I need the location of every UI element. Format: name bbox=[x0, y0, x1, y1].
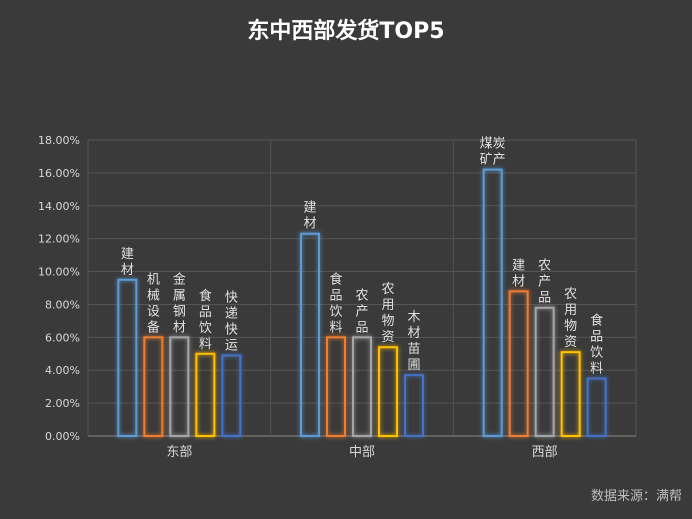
bar-label: 品 bbox=[538, 291, 551, 306]
bar-label: 材 bbox=[407, 326, 420, 341]
bar-label: 农 bbox=[538, 259, 551, 274]
bar bbox=[169, 336, 190, 438]
bar-label: 建 bbox=[121, 247, 134, 262]
bar bbox=[586, 377, 607, 438]
bar-label: 料 bbox=[199, 337, 212, 352]
bar bbox=[534, 306, 555, 437]
bars bbox=[117, 168, 607, 438]
y-tick-label: 2.00% bbox=[45, 397, 80, 410]
bar-label: 饮 bbox=[590, 345, 603, 360]
y-tick-label: 18.00% bbox=[38, 134, 80, 147]
bar-label: 农 bbox=[564, 287, 577, 302]
bar-label: 金 bbox=[173, 271, 186, 287]
bar bbox=[195, 352, 216, 437]
bar-label: 农 bbox=[355, 288, 368, 303]
bar-label: 苗 bbox=[407, 342, 420, 357]
bar-label: 材 bbox=[173, 320, 186, 335]
bar-label: 机 bbox=[147, 272, 160, 287]
bar-label: 食 bbox=[199, 288, 212, 304]
bar-label: 建 bbox=[512, 258, 525, 273]
bar-label: 产 bbox=[538, 275, 551, 290]
bar bbox=[378, 346, 398, 438]
y-tick-label: 6.00% bbox=[45, 331, 80, 344]
bar-label: 煤炭 bbox=[480, 137, 506, 152]
bar-label: 品 bbox=[329, 288, 342, 303]
bar-label: 料 bbox=[590, 361, 603, 376]
chart-title: 东中西部发货TOP5 bbox=[247, 18, 444, 44]
y-tick-label: 0.00% bbox=[45, 430, 80, 443]
bar-label: 资 bbox=[381, 330, 394, 345]
bar-label: 材 bbox=[303, 217, 316, 232]
bar-label: 快 bbox=[225, 322, 238, 337]
source-note: 数据来源：满帮 bbox=[591, 489, 682, 504]
bar-label: 械 bbox=[147, 288, 160, 303]
group-label: 中部 bbox=[349, 445, 375, 460]
group-label: 西部 bbox=[532, 445, 558, 460]
y-tick-label: 4.00% bbox=[45, 364, 80, 377]
bar-label: 备 bbox=[147, 319, 160, 335]
bar-label: 建 bbox=[303, 201, 316, 216]
bar-label: 递 bbox=[225, 306, 238, 321]
bar-label: 品 bbox=[355, 320, 368, 335]
bar-label: 圃 bbox=[407, 358, 420, 373]
y-tick-label: 12.00% bbox=[38, 233, 80, 246]
bar-label: 快 bbox=[225, 290, 238, 305]
bar-label: 食 bbox=[329, 271, 342, 287]
y-tick-label: 16.00% bbox=[38, 167, 80, 180]
bar-label: 资 bbox=[564, 335, 577, 350]
bar-label: 材 bbox=[512, 274, 525, 289]
bar-label: 用 bbox=[564, 303, 577, 318]
bar bbox=[117, 278, 138, 437]
bar bbox=[404, 374, 424, 437]
x-axis-group-labels: 东部 中部 西部 bbox=[166, 445, 557, 460]
y-tick-label: 14.00% bbox=[38, 200, 80, 213]
y-tick-label: 10.00% bbox=[38, 266, 80, 279]
bar-label: 运 bbox=[225, 338, 238, 353]
bar bbox=[482, 168, 503, 437]
bar-label: 物 bbox=[564, 319, 577, 334]
bar-label: 品 bbox=[199, 305, 212, 320]
bar bbox=[560, 351, 581, 437]
bar-label: 材 bbox=[121, 263, 134, 278]
bar-label: 农 bbox=[381, 282, 394, 297]
bar-label: 饮 bbox=[329, 304, 342, 319]
bar-label: 食 bbox=[590, 312, 603, 328]
bar bbox=[352, 336, 372, 438]
bar-labels: 建材机械设备金属钢材食品饮料快递快运建材食品饮料农产品农用物资木材苗圃煤炭矿产建… bbox=[121, 137, 603, 377]
bar-label: 品 bbox=[590, 329, 603, 344]
bar-label: 属 bbox=[173, 288, 186, 303]
bar-label: 矿产 bbox=[480, 153, 506, 168]
bar-label: 用 bbox=[381, 298, 394, 313]
bar-label: 料 bbox=[329, 320, 342, 335]
bar-label: 钢 bbox=[173, 304, 186, 319]
bar bbox=[300, 232, 320, 437]
y-axis-ticks: 0.00% 2.00% 4.00% 6.00% 8.00% 10.00% 12.00% 14.… bbox=[38, 134, 80, 443]
bar bbox=[326, 336, 346, 438]
bar-label: 物 bbox=[381, 314, 394, 329]
bar-label: 饮 bbox=[199, 321, 212, 336]
bar-label: 设 bbox=[147, 304, 160, 319]
y-tick-label: 8.00% bbox=[45, 298, 80, 311]
group-label: 东部 bbox=[166, 445, 192, 460]
bar-label: 木 bbox=[407, 310, 420, 325]
bar bbox=[508, 290, 529, 437]
bar bbox=[221, 354, 242, 437]
gridlines bbox=[87, 139, 637, 437]
bar bbox=[143, 336, 164, 438]
bar-label: 产 bbox=[355, 304, 368, 319]
